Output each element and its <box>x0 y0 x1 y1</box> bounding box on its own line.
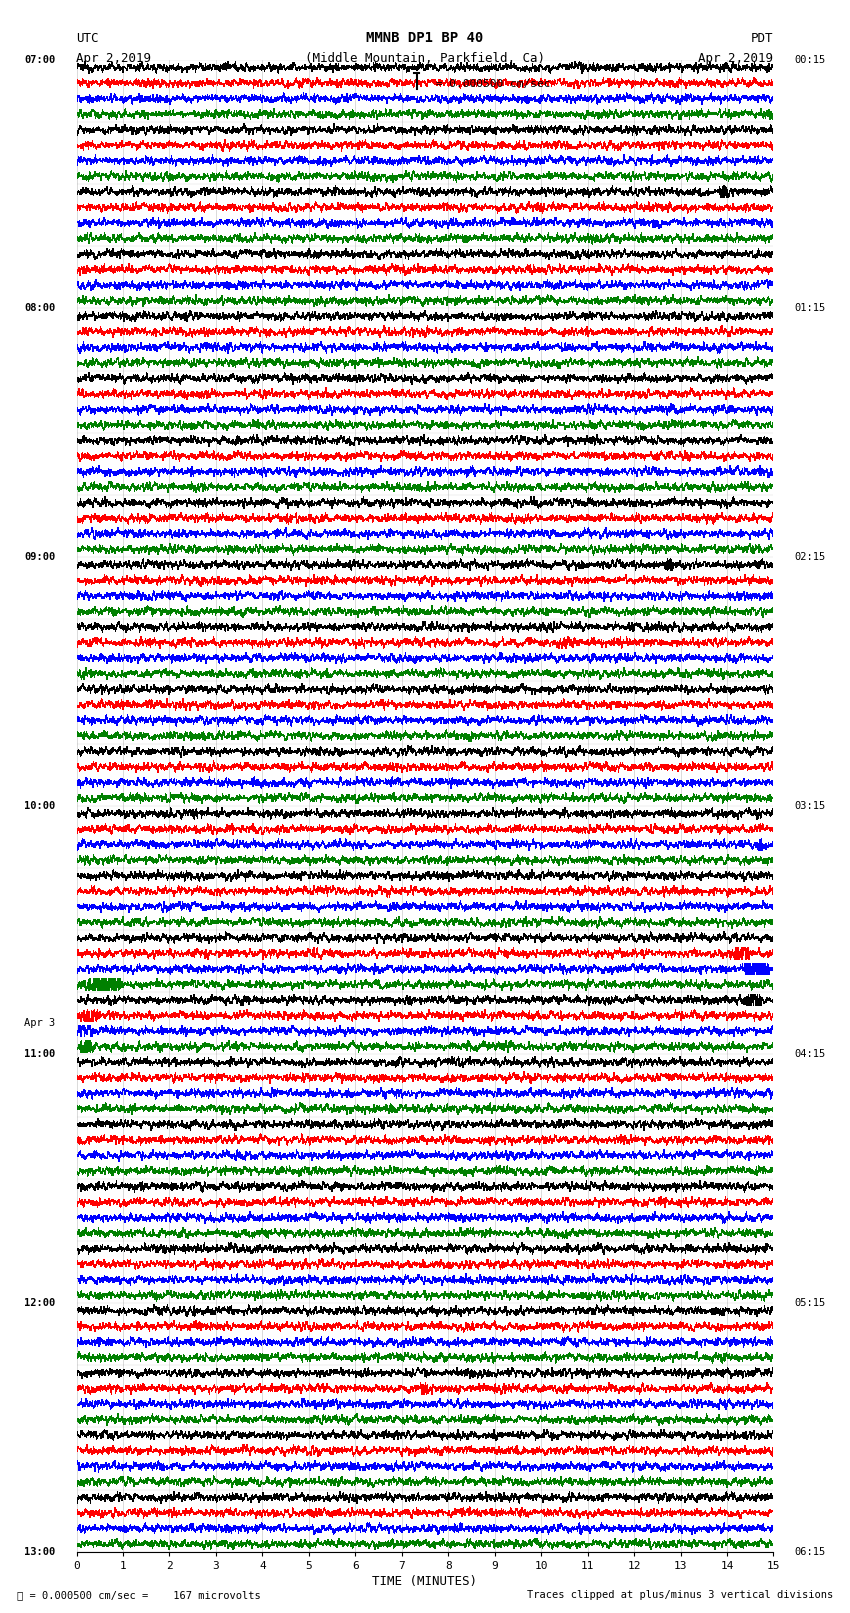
Text: 07:00: 07:00 <box>25 55 55 65</box>
Text: 09:00: 09:00 <box>25 552 55 561</box>
Text: 06:15: 06:15 <box>795 1547 825 1557</box>
Text: 05:15: 05:15 <box>795 1298 825 1308</box>
Text: PDT: PDT <box>751 32 774 45</box>
Text: ᴀ = 0.000500 cm/sec =    167 microvolts: ᴀ = 0.000500 cm/sec = 167 microvolts <box>17 1590 261 1600</box>
Text: 03:15: 03:15 <box>795 800 825 811</box>
Text: (Middle Mountain, Parkfield, Ca): (Middle Mountain, Parkfield, Ca) <box>305 52 545 65</box>
Text: 02:15: 02:15 <box>795 552 825 561</box>
Text: UTC: UTC <box>76 32 99 45</box>
Text: Apr 3: Apr 3 <box>25 1018 55 1027</box>
X-axis label: TIME (MINUTES): TIME (MINUTES) <box>372 1574 478 1587</box>
Text: Traces clipped at plus/minus 3 vertical divisions: Traces clipped at plus/minus 3 vertical … <box>527 1590 833 1600</box>
Text: 08:00: 08:00 <box>25 303 55 313</box>
Text: 00:15: 00:15 <box>795 55 825 65</box>
Text: = 0.000500 cm/sec: = 0.000500 cm/sec <box>429 79 551 89</box>
Text: 12:00: 12:00 <box>25 1298 55 1308</box>
Text: 10:00: 10:00 <box>25 800 55 811</box>
Text: Apr 2,2019: Apr 2,2019 <box>76 52 151 65</box>
Text: 13:00: 13:00 <box>25 1547 55 1557</box>
Text: 11:00: 11:00 <box>25 1050 55 1060</box>
Text: MMNB DP1 BP 40: MMNB DP1 BP 40 <box>366 31 484 45</box>
Text: Apr 2,2019: Apr 2,2019 <box>699 52 774 65</box>
Text: 01:15: 01:15 <box>795 303 825 313</box>
Text: 04:15: 04:15 <box>795 1050 825 1060</box>
